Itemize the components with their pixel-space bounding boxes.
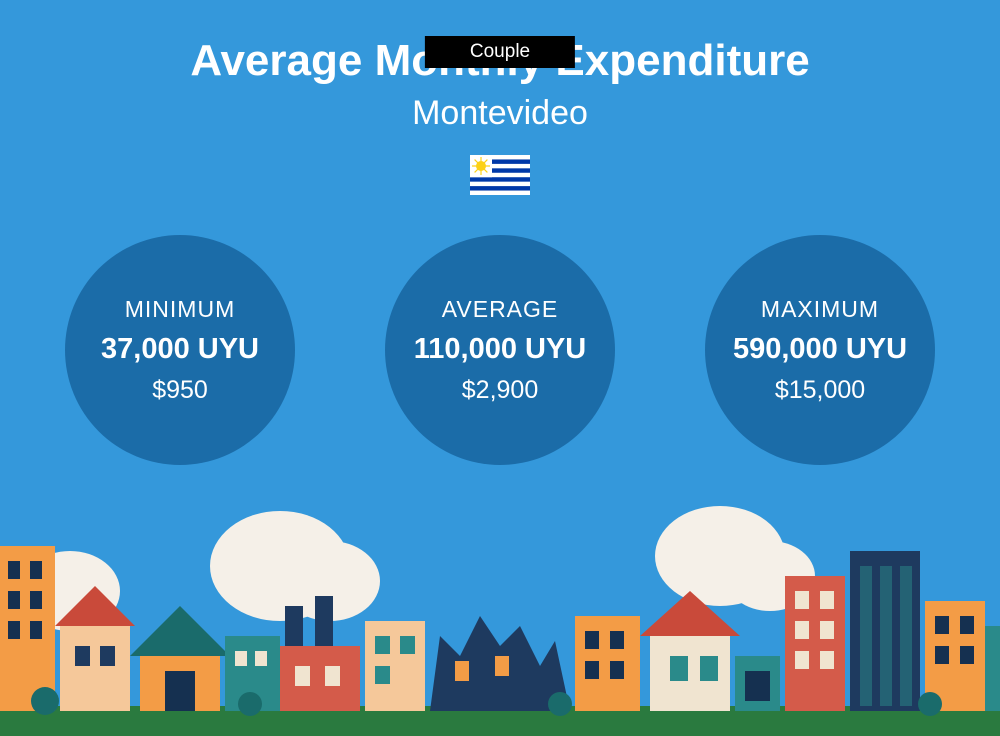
household-badge: Couple xyxy=(425,36,575,68)
stat-amount: 110,000 UYU xyxy=(414,333,587,366)
stat-usd: $2,900 xyxy=(462,376,538,405)
stat-minimum: MINIMUM 37,000 UYU $950 xyxy=(65,235,295,465)
stats-row: MINIMUM 37,000 UYU $950 AVERAGE 110,000 … xyxy=(0,235,1000,465)
stat-label: AVERAGE xyxy=(442,296,559,323)
cityscape-illustration xyxy=(0,506,1000,736)
stat-maximum: MAXIMUM 590,000 UYU $15,000 xyxy=(705,235,935,465)
stat-average: AVERAGE 110,000 UYU $2,900 xyxy=(385,235,615,465)
stat-amount: 590,000 UYU xyxy=(733,333,907,366)
stat-label: MINIMUM xyxy=(125,296,235,323)
stat-usd: $15,000 xyxy=(775,376,865,405)
uruguay-flag-icon xyxy=(470,155,530,195)
stat-usd: $950 xyxy=(152,376,208,405)
stat-amount: 37,000 UYU xyxy=(101,333,259,366)
stat-label: MAXIMUM xyxy=(761,296,879,323)
city-name: Montevideo xyxy=(0,94,1000,133)
